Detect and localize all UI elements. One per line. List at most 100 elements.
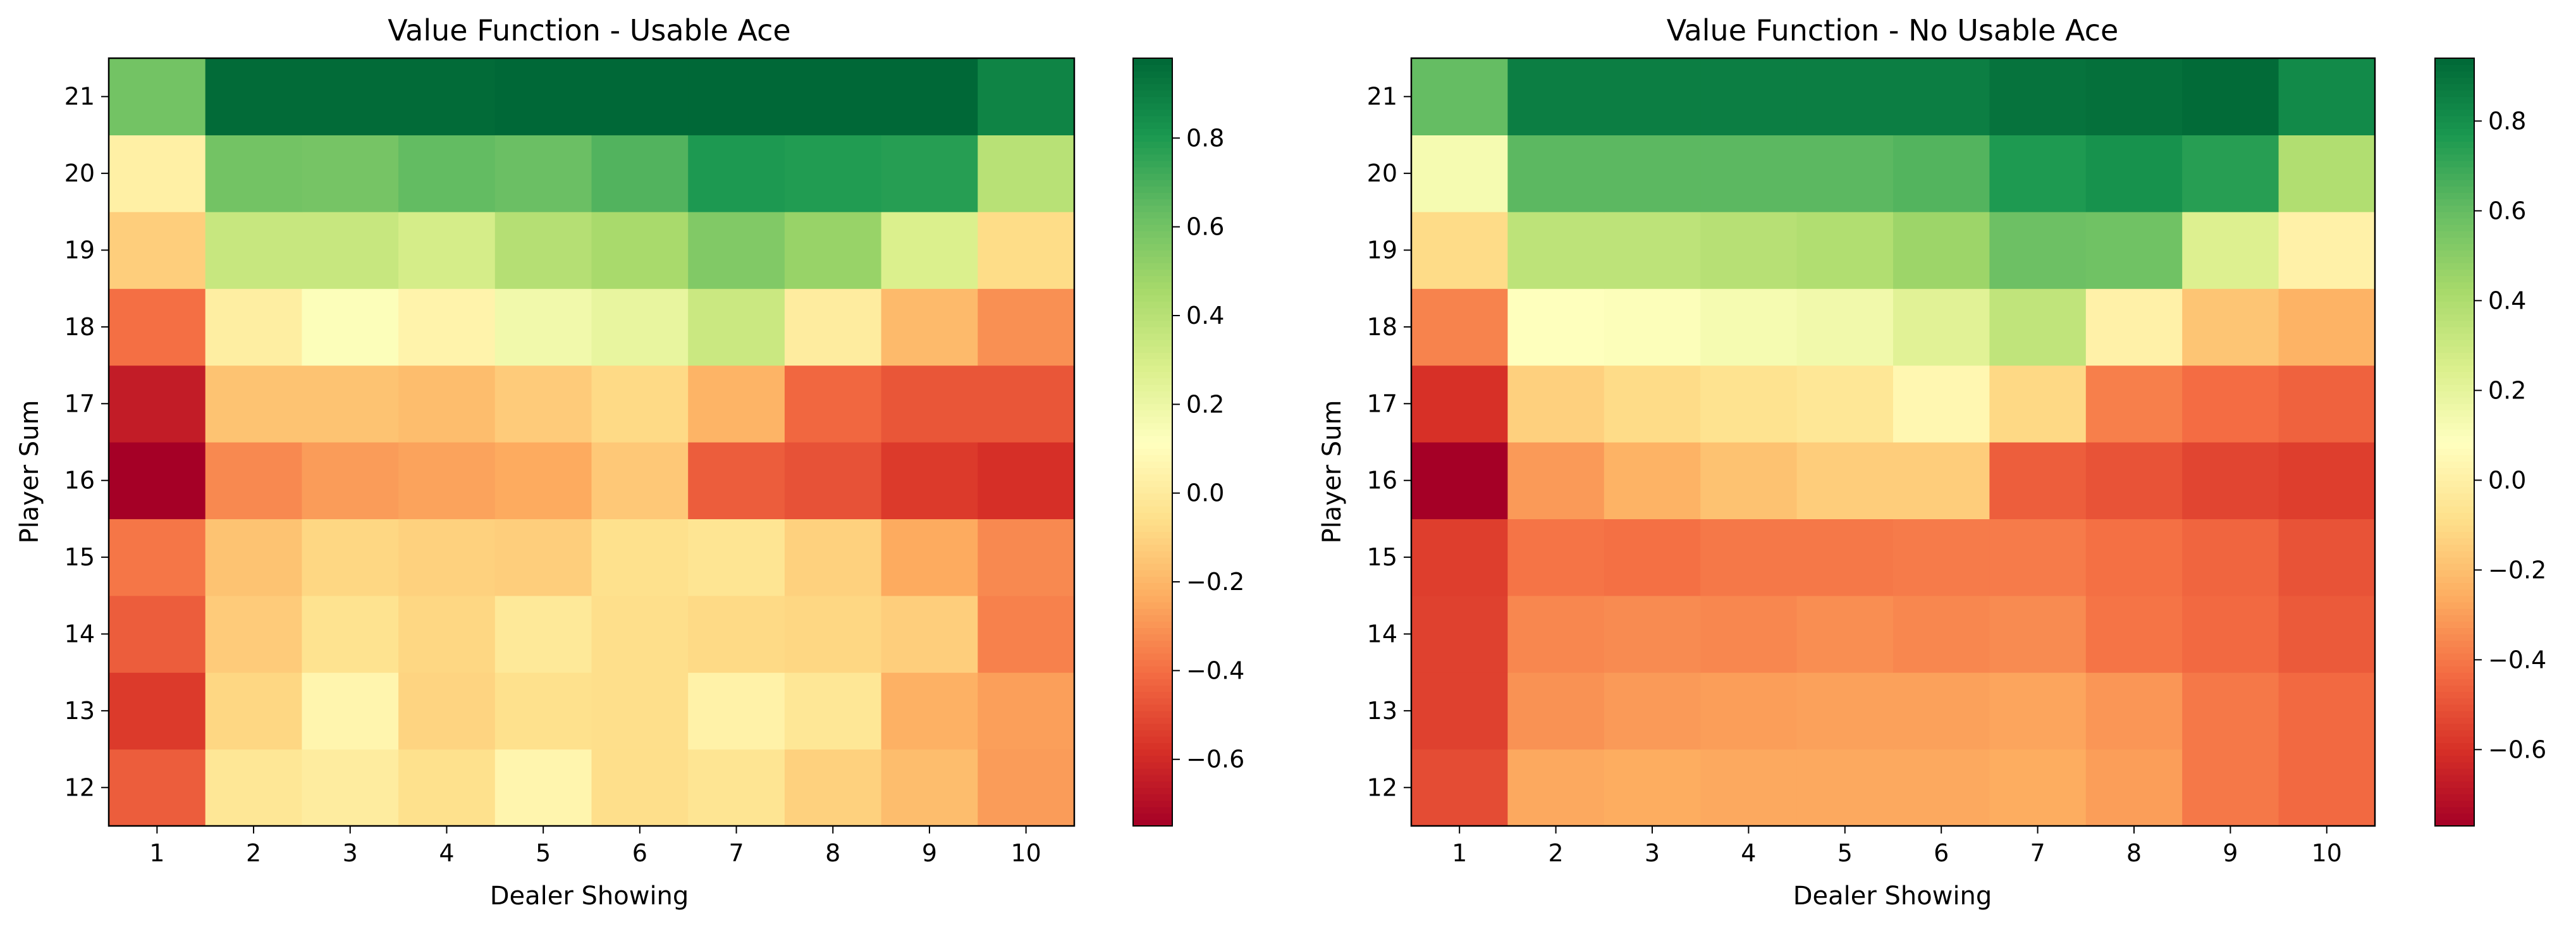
colorbar-segment <box>2435 474 2474 481</box>
colorbar-segment <box>2435 135 2474 142</box>
colorbar-segment <box>2435 730 2474 737</box>
heatmap-cell <box>494 365 592 443</box>
heatmap-cell <box>1796 519 1894 596</box>
y-tick-label: 15 <box>64 543 95 571</box>
colorbar-segment <box>2435 704 2474 711</box>
heatmap-cell <box>398 442 496 519</box>
colorbar-segment <box>1133 615 1172 622</box>
colorbar-segment <box>1133 691 1172 699</box>
colorbar-segment <box>2435 416 2474 424</box>
colorbar-segment <box>1133 173 1172 180</box>
heatmap-cell <box>1700 519 1798 596</box>
colorbar-segment <box>1133 371 1172 379</box>
colorbar-segment <box>1133 186 1172 194</box>
heatmap-cell <box>1411 288 1508 366</box>
heatmap-cell <box>398 135 496 212</box>
heatmap-cell <box>1796 442 1894 519</box>
x-tick-label: 3 <box>1645 839 1660 867</box>
colorbar-segment <box>2435 519 2474 526</box>
x-axis-label: Dealer Showing <box>1793 882 1992 911</box>
y-tick-label: 17 <box>64 390 95 417</box>
heatmap-cell <box>881 135 978 212</box>
y-tick-label: 19 <box>1367 237 1397 264</box>
heatmap-cell <box>494 672 592 750</box>
colorbar-segment <box>1133 525 1172 532</box>
colorbar-segment <box>1133 582 1172 590</box>
colorbar-frame <box>1132 58 1173 827</box>
heatmap-cell <box>1507 365 1605 443</box>
colorbar-segment <box>2435 819 2474 827</box>
colorbar-segment <box>2435 723 2474 730</box>
colorbar-segment <box>1133 90 1172 97</box>
colorbar-segment <box>2435 173 2474 180</box>
colorbar-segment <box>2435 346 2474 353</box>
heatmap-cell <box>1604 58 1701 135</box>
colorbar-segment <box>2435 755 2474 763</box>
colorbar-segment <box>2435 256 2474 264</box>
heatmap-cell <box>978 365 1075 443</box>
heatmap-cell <box>1893 211 1990 289</box>
colorbar-segment <box>2435 147 2474 155</box>
heatmap-cell <box>1796 749 1894 827</box>
colorbar-segment <box>1133 742 1172 750</box>
heatmap-cell <box>1411 365 1508 443</box>
heatmap-cell <box>302 211 399 289</box>
y-tick-label: 21 <box>64 83 95 111</box>
colorbar-segment <box>2435 717 2474 724</box>
heatmap-cell <box>1700 672 1798 750</box>
colorbar-segment <box>2435 627 2474 635</box>
colorbar-segment <box>1133 749 1172 756</box>
heatmap-cell <box>1604 442 1701 519</box>
x-tick-label: 9 <box>922 839 937 867</box>
heatmap-cell <box>1796 135 1894 212</box>
colorbar-segment <box>1133 96 1172 104</box>
colorbar-segment <box>1133 627 1172 635</box>
heatmap-cell <box>1604 288 1701 366</box>
colorbar-segment <box>2435 83 2474 91</box>
heatmap-cell <box>205 135 302 212</box>
colorbar-tick-label: 0.2 <box>1186 390 1224 418</box>
heatmap-cell <box>1507 211 1605 289</box>
heatmap-panel-usable-ace: Value Function - Usable Ace Dealer Showi… <box>15 13 1244 911</box>
colorbar-segment <box>2435 787 2474 795</box>
colorbar-tick-label: −0.6 <box>2488 735 2546 763</box>
colorbar-segment <box>2435 653 2474 660</box>
heatmap-cell <box>978 519 1075 596</box>
heatmap-cell <box>1796 211 1894 289</box>
heatmap-cell <box>2182 519 2279 596</box>
x-tick-label: 7 <box>2030 839 2045 867</box>
colorbar-segment <box>2435 486 2474 494</box>
heatmap-cell <box>1989 519 2087 596</box>
colorbar-segment <box>1133 761 1172 769</box>
heatmap-cell <box>2278 58 2376 135</box>
heatmap-cell <box>2085 595 2183 673</box>
colorbar-segment <box>1133 180 1172 187</box>
heatmap-cell <box>688 58 785 135</box>
plot-frame <box>107 57 1076 827</box>
colorbar-segment <box>1133 500 1172 507</box>
colorbar-segment <box>2435 295 2474 302</box>
heatmap-cell <box>1893 672 1990 750</box>
colorbar-segment <box>1133 550 1172 558</box>
x-tick-label: 1 <box>149 839 164 867</box>
colorbar-segment <box>1133 256 1172 264</box>
colorbar-segment <box>2435 205 2474 212</box>
y-tick-label: 18 <box>64 313 95 341</box>
colorbar-tick-label: −0.4 <box>1186 656 1244 684</box>
colorbar-segment <box>1133 621 1172 628</box>
colorbar-segment <box>1133 307 1172 315</box>
colorbar-segment <box>1133 538 1172 545</box>
x-tick-label: 1 <box>1452 839 1467 867</box>
plot-frame <box>1410 57 2376 827</box>
colorbar-segment <box>2435 557 2474 564</box>
colorbar-segment <box>1133 237 1172 244</box>
colorbar-segment <box>1133 685 1172 692</box>
colorbar-segment <box>1133 442 1172 449</box>
colorbar-segment <box>1133 634 1172 641</box>
colorbar-segment <box>2435 813 2474 820</box>
heatmap-cell <box>1989 365 2087 443</box>
colorbar-segment <box>1133 736 1172 744</box>
colorbar-segment <box>2435 442 2474 449</box>
x-tick-label: 2 <box>246 839 261 867</box>
heatmap-cell <box>1411 211 1508 289</box>
